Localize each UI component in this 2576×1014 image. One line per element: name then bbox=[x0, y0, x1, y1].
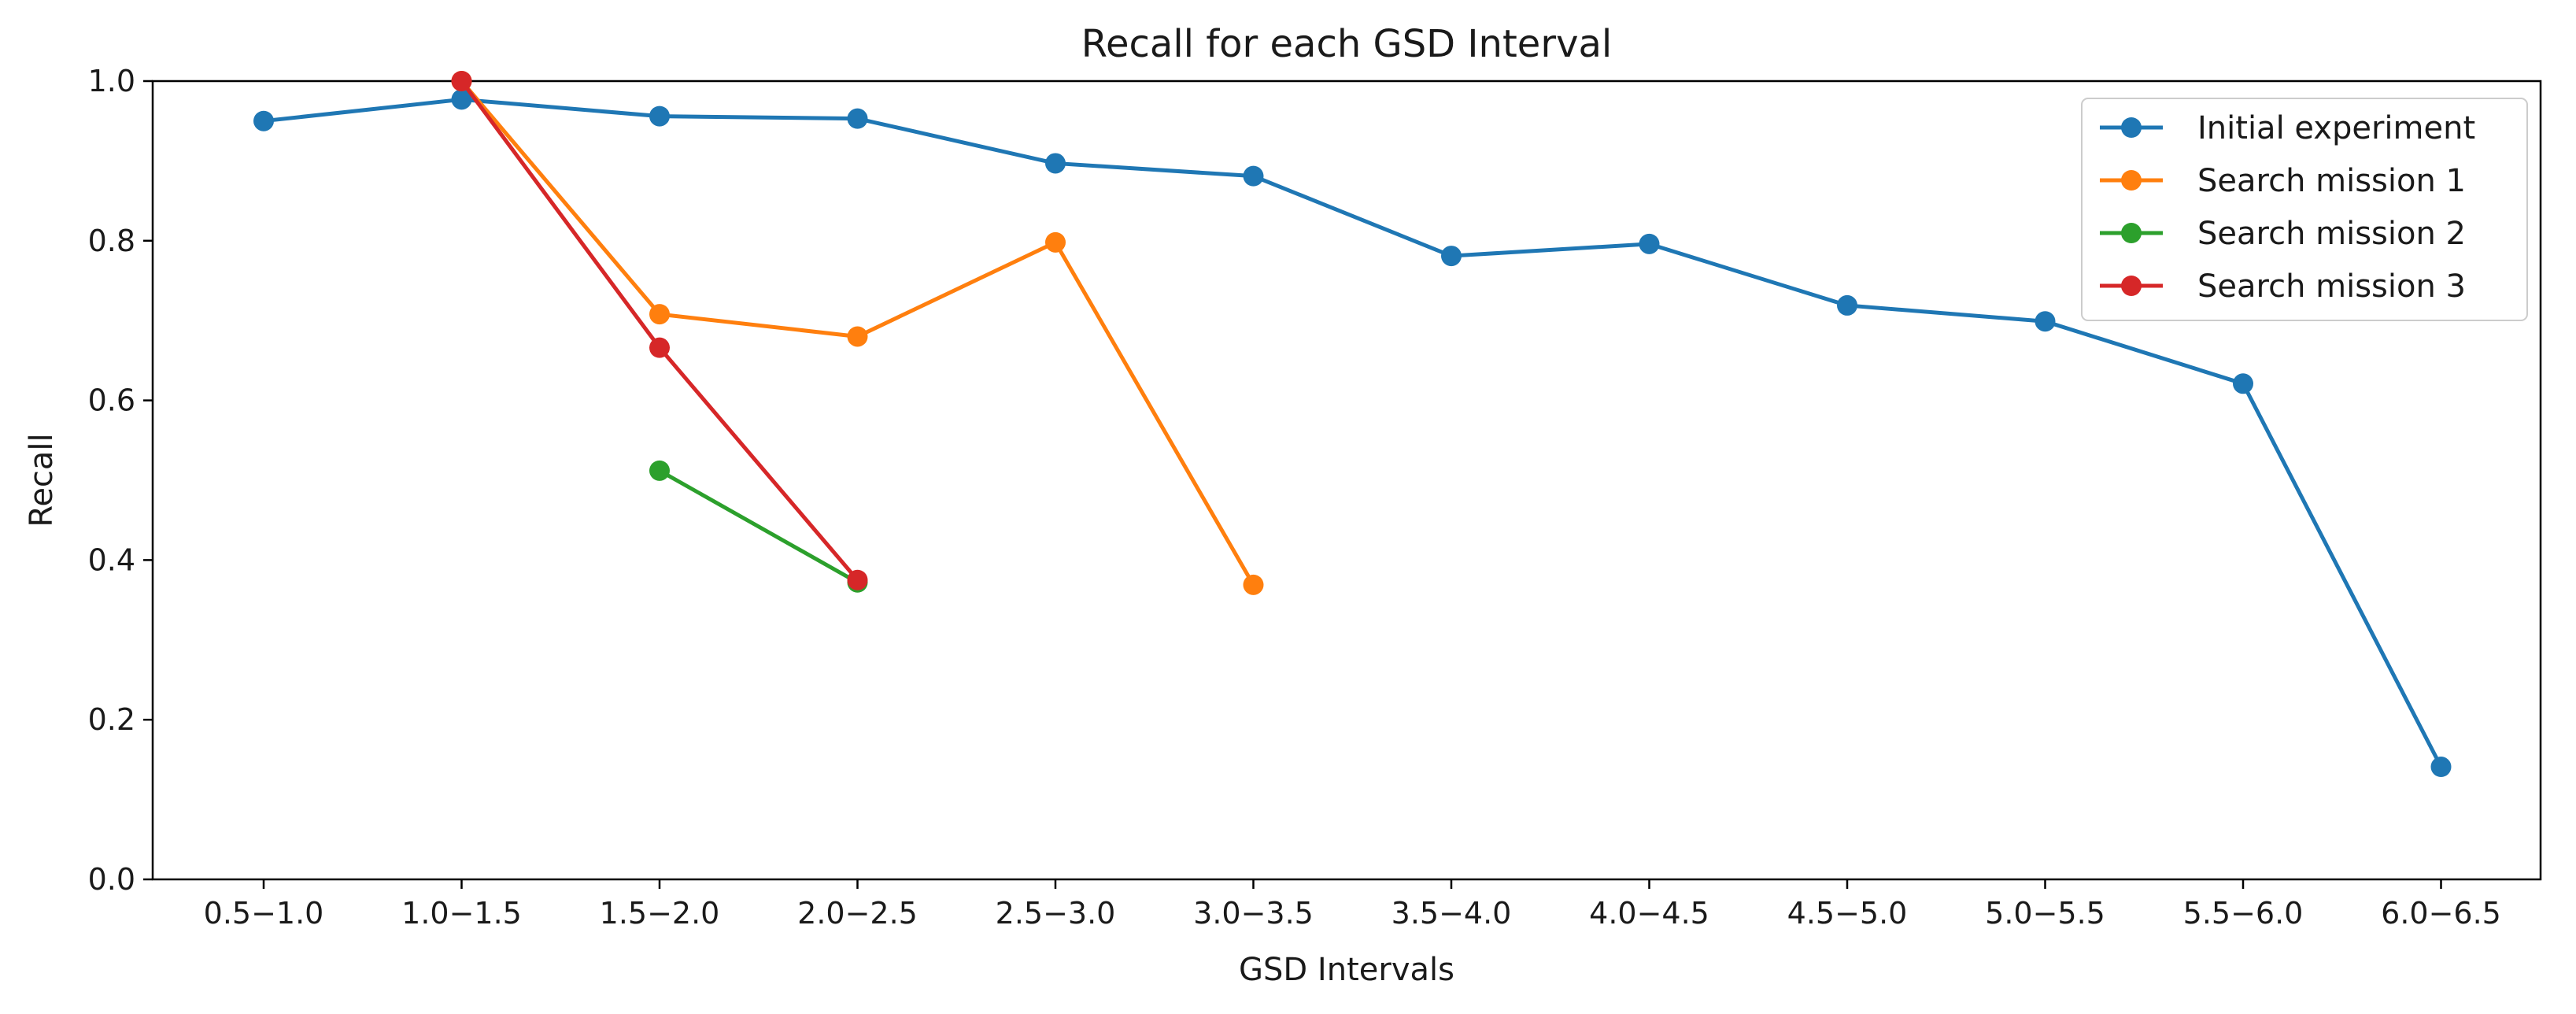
data-point bbox=[451, 71, 472, 91]
legend-label: Search mission 2 bbox=[2197, 216, 2466, 252]
x-tick-label: 2.0−2.5 bbox=[797, 896, 918, 931]
data-point bbox=[649, 304, 670, 325]
legend-swatch-marker bbox=[2121, 170, 2142, 191]
legend-item: Initial experiment bbox=[2100, 110, 2475, 146]
data-point bbox=[1045, 231, 1066, 253]
data-point bbox=[2035, 311, 2056, 332]
x-tick-label: 1.5−2.0 bbox=[600, 896, 720, 931]
legend-item: Search mission 3 bbox=[2100, 268, 2466, 305]
data-point bbox=[451, 89, 472, 110]
data-point bbox=[1243, 165, 1264, 187]
data-point bbox=[253, 110, 274, 131]
y-tick-label: 0.8 bbox=[88, 224, 135, 258]
data-point bbox=[649, 105, 670, 127]
legend-item: Search mission 2 bbox=[2100, 216, 2466, 252]
x-tick-label: 5.5−6.0 bbox=[2183, 896, 2304, 931]
x-tick-label: 3.5−4.0 bbox=[1391, 896, 1512, 931]
legend-box bbox=[2081, 98, 2528, 321]
legend-item: Search mission 1 bbox=[2100, 163, 2466, 199]
series-1 bbox=[451, 71, 1264, 595]
series-3 bbox=[451, 71, 868, 590]
data-point bbox=[847, 569, 868, 590]
series-line bbox=[657, 468, 859, 585]
chart-title: Recall for each GSD Interval bbox=[1081, 22, 1612, 66]
legend-swatch-marker bbox=[2121, 117, 2142, 138]
y-tick-label: 0.6 bbox=[88, 383, 135, 418]
data-point bbox=[1441, 246, 1462, 267]
data-point bbox=[2430, 757, 2452, 778]
data-point bbox=[847, 108, 868, 129]
series-layer bbox=[253, 71, 2452, 778]
data-point bbox=[1045, 153, 1066, 174]
x-tick-label: 2.5−3.0 bbox=[996, 896, 1116, 931]
x-tick-label: 3.0−3.5 bbox=[1193, 896, 1314, 931]
legend-label: Search mission 1 bbox=[2197, 163, 2466, 199]
data-point bbox=[1639, 233, 1660, 254]
y-tick-label: 0.4 bbox=[88, 542, 135, 577]
y-tick-label: 0.2 bbox=[88, 702, 135, 737]
series-line bbox=[261, 97, 2443, 769]
series-0 bbox=[253, 89, 2452, 778]
x-tick-label: 4.0−4.5 bbox=[1589, 896, 1709, 931]
data-point bbox=[649, 460, 670, 481]
y-tick-label: 0.0 bbox=[88, 862, 135, 897]
x-axis-label: GSD Intervals bbox=[1239, 952, 1454, 988]
legend-swatch-marker bbox=[2121, 223, 2142, 243]
data-point bbox=[847, 326, 868, 347]
legend-swatch-marker bbox=[2121, 276, 2142, 296]
x-tick-label: 1.0−1.5 bbox=[401, 896, 522, 931]
y-axis-ticks: 0.0 0.2 0.4 0.6 0.8 1.0 bbox=[88, 64, 153, 897]
series-2 bbox=[649, 460, 868, 593]
data-point bbox=[649, 337, 670, 358]
legend-label: Initial experiment bbox=[2197, 110, 2475, 146]
legend: Initial experiment Search mission 1 Search… bbox=[2081, 98, 2528, 321]
data-point bbox=[2233, 373, 2253, 394]
x-axis-ticks: 0.5−1.0 1.0−1.5 1.5−2.0 2.0−2.5 2.5−3.0 3.0−3… bbox=[204, 879, 2501, 931]
y-tick-label: 1.0 bbox=[88, 64, 135, 98]
y-axis-label: Recall bbox=[24, 433, 60, 527]
x-tick-label: 0.5−1.0 bbox=[204, 896, 324, 931]
x-tick-label: 5.0−5.5 bbox=[1985, 896, 2105, 931]
plot-frame bbox=[151, 80, 2542, 881]
x-tick-label: 4.5−5.0 bbox=[1787, 896, 1908, 931]
x-tick-label: 6.0−6.5 bbox=[2381, 896, 2501, 931]
data-point bbox=[1837, 294, 1857, 316]
data-point bbox=[1243, 574, 1264, 595]
legend-label: Search mission 3 bbox=[2197, 268, 2466, 305]
